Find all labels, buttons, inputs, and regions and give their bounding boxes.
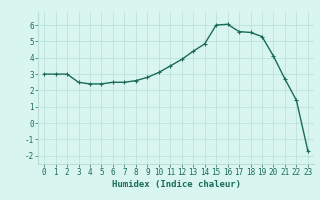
X-axis label: Humidex (Indice chaleur): Humidex (Indice chaleur) bbox=[111, 180, 241, 189]
